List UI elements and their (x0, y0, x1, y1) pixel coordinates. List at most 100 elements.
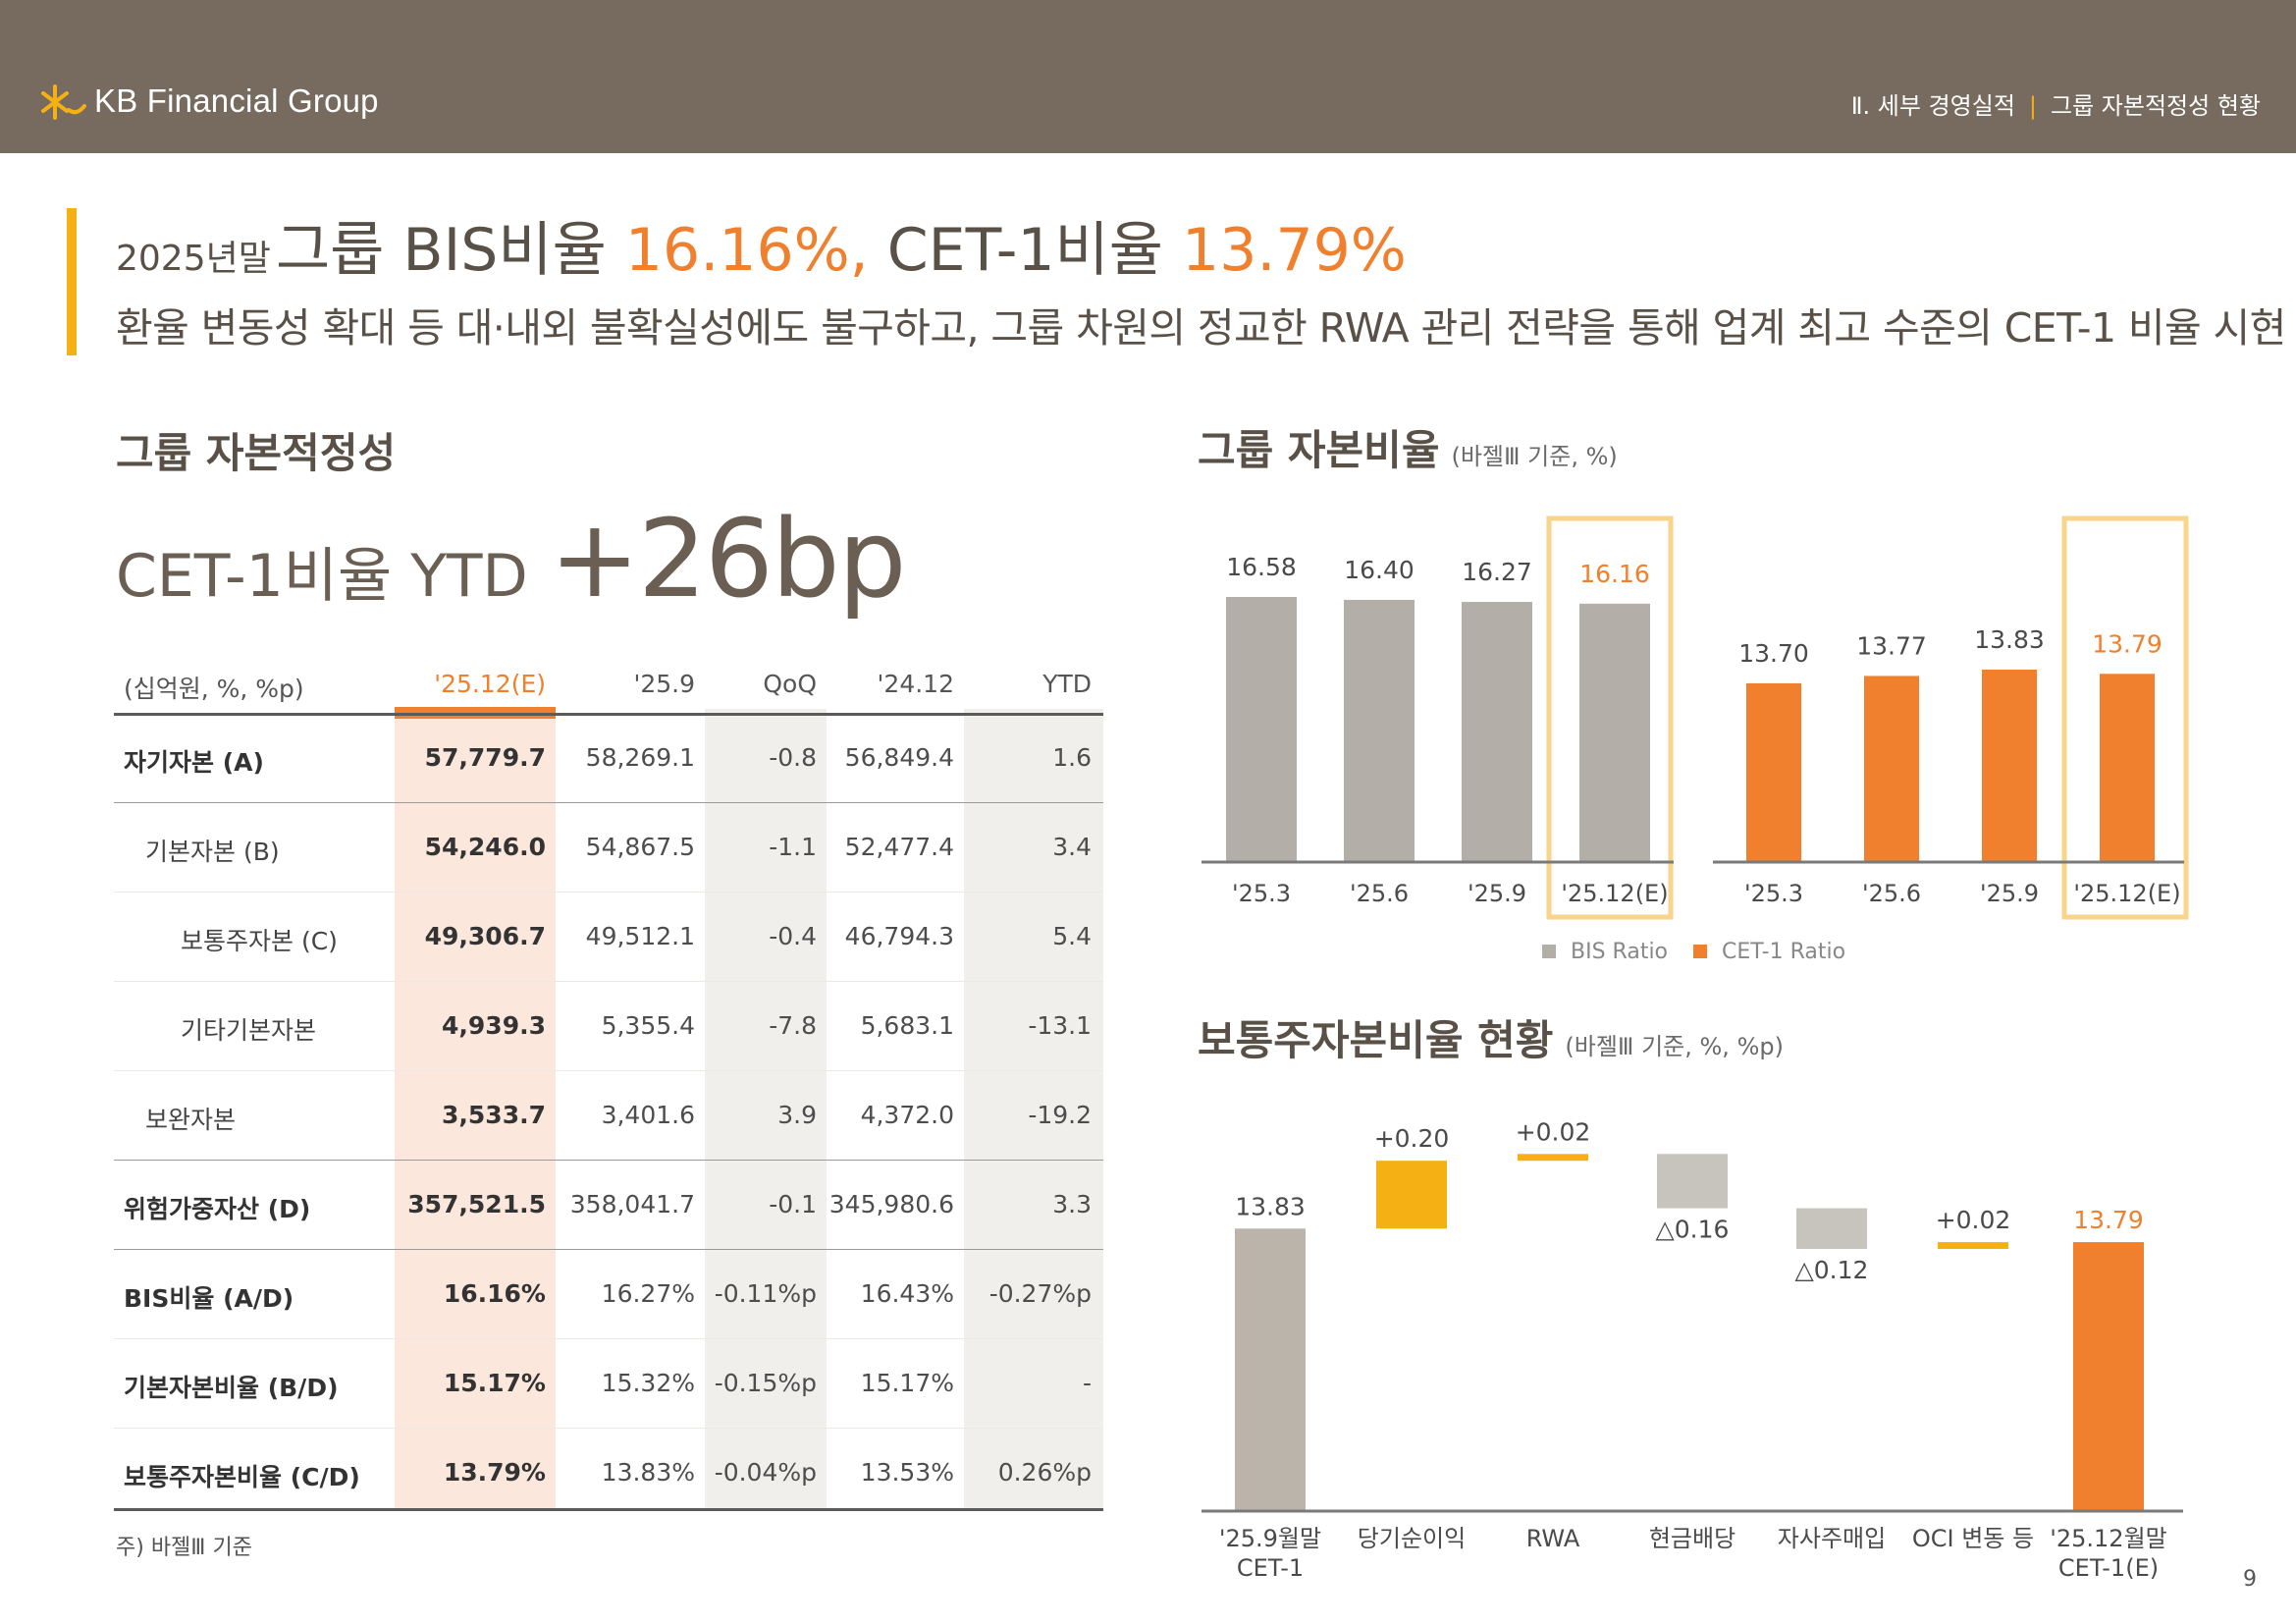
table-cell: 13.53% (860, 1457, 954, 1487)
table-cell: 0.26%p (997, 1457, 1092, 1487)
x-tick-label: '25.3 (1744, 880, 1803, 907)
table-cell: 5,683.1 (860, 1010, 954, 1040)
title-prefix: 2025년말 (116, 239, 271, 279)
table-cell: 345,980.6 (828, 1189, 954, 1218)
table-unit: (십억원, %, %p) (124, 675, 304, 703)
waterfall-value-label: △0.12 (1795, 1256, 1869, 1284)
top-bar (0, 0, 2296, 153)
row-label: 보통주자본 (C) (181, 926, 338, 955)
table-header-cell: '25.12(E) (434, 670, 546, 698)
title-part1: 그룹 BIS비율 (275, 216, 625, 285)
legend-cet1-swatch (1693, 945, 1707, 958)
table-cell: 357,521.5 (407, 1189, 546, 1218)
legend-cet1-label: CET-1 Ratio (1722, 940, 1845, 964)
waterfall-category-label: CET-1(E) (2058, 1554, 2159, 1582)
headline-accent-bar (67, 208, 77, 355)
waterfall-category-label: CET-1 (1237, 1554, 1304, 1582)
table-cell: -0.04%p (714, 1457, 817, 1487)
row-label: 기타기본자본 (181, 1015, 317, 1045)
row-divider (114, 981, 1103, 982)
table-cell: -0.11%p (714, 1278, 817, 1308)
table-cell: 54,246.0 (424, 832, 546, 861)
x-tick-label: '25.3 (1232, 880, 1291, 907)
waterfall-bar (1938, 1242, 2008, 1249)
bis-bar (1462, 602, 1532, 862)
table-cell: 49,512.1 (585, 921, 695, 950)
bis-bar (1344, 599, 1415, 862)
title-bis-value: 16.16%, (624, 216, 869, 285)
table-cell: 16.27% (601, 1278, 695, 1308)
bis-bar (1579, 603, 1650, 862)
table-cell: -0.15%p (714, 1368, 817, 1397)
waterfall-bar (2073, 1242, 2144, 1510)
bis-value-label: 16.16 (1579, 560, 1650, 588)
x-tick-label: '25.6 (1862, 880, 1921, 907)
table-cell: 16.16% (443, 1278, 546, 1308)
current-column-highlight (395, 709, 556, 1509)
row-label: 보통주자본비율 (C/D) (124, 1462, 360, 1491)
legend-bis-label: BIS Ratio (1571, 940, 1668, 964)
table-cell: 15.17% (860, 1368, 954, 1397)
waterfall-category-label: '25.12월말 (2050, 1525, 2166, 1552)
bis-value-label: 16.40 (1344, 556, 1415, 584)
cet1-value-label: 13.79 (2092, 629, 2163, 658)
table-header-rule (114, 713, 1103, 716)
x-tick-label: '25.9 (1980, 880, 2039, 907)
x-tick-label: '25.6 (1350, 880, 1409, 907)
waterfall-category-label: 자사주매입 (1778, 1525, 1886, 1552)
waterfall-category-label: OCI 변동 등 (1912, 1525, 2034, 1552)
cet1-ytd-callout: CET-1비율 YTD +26bp (116, 496, 907, 622)
table-cell: 3,533.7 (442, 1100, 546, 1129)
table-cell: 13.83% (601, 1457, 695, 1487)
waterfall-value-label: △0.16 (1656, 1216, 1730, 1244)
cet1-ytd-value: +26bp (549, 496, 907, 622)
cet1-value-label: 13.70 (1738, 639, 1809, 668)
page-subtitle: 환율 변동성 확대 등 대·내외 불확실성에도 불구하고, 그룹 차원의 정교한… (116, 304, 2286, 352)
cet1-ytd-label: CET-1비율 YTD (116, 542, 528, 611)
table-cell: 3,401.6 (601, 1100, 695, 1129)
table-cell: 16.43% (860, 1278, 954, 1308)
row-divider (114, 1338, 1103, 1339)
waterfall-bar (1376, 1161, 1447, 1229)
table-cell: 15.32% (601, 1368, 695, 1397)
row-divider (114, 802, 1103, 803)
cet1-value-label: 13.77 (1856, 631, 1927, 660)
table-cell: 5.4 (1052, 921, 1092, 950)
bis-bar (1226, 597, 1297, 862)
legend-bis-swatch (1542, 945, 1556, 958)
row-label: 기본자본 (B) (145, 837, 280, 866)
qoq-column-shade (705, 709, 827, 1509)
table-cell: 56,849.4 (844, 742, 954, 772)
row-label: 위험가중자산 (D) (124, 1194, 311, 1223)
ytd-column-shade (964, 709, 1103, 1509)
kb-star-logo-icon (41, 84, 86, 120)
row-label: 기본자본비율 (B/D) (124, 1373, 339, 1402)
page-number: 9 (2243, 1567, 2257, 1592)
table-header-cell: YTD (1042, 670, 1092, 698)
waterfall-value-label: +0.20 (1374, 1124, 1450, 1153)
waterfall-title-text: 보통주자본비율 현황 (1198, 1016, 1554, 1064)
waterfall-category-label: 당기순이익 (1358, 1525, 1466, 1552)
title-cet-value: 13.79% (1182, 216, 1407, 285)
cet1-value-label: 13.83 (1974, 625, 2045, 654)
table-cell: 5,355.4 (601, 1010, 695, 1040)
capital-adequacy-title: 그룹 자본적정성 (116, 429, 397, 477)
brand-name: KB Financial Group (94, 82, 379, 119)
table-cell: -0.8 (769, 742, 817, 772)
chart-note: (바젤Ⅲ 기준, %) (1451, 443, 1618, 470)
table-cell: 358,041.7 (569, 1189, 695, 1218)
table-cell: -0.4 (769, 921, 817, 950)
capital-ratio-chart-title: 그룹 자본비율 (바젤Ⅲ 기준, %) (1198, 417, 1618, 477)
table-cell: -13.1 (1028, 1010, 1092, 1040)
row-divider (114, 1160, 1103, 1161)
cet1-bar (1864, 676, 1919, 862)
table-cell: 15.17% (443, 1368, 546, 1397)
bis-value-label: 16.27 (1462, 558, 1532, 586)
waterfall-note: (바젤Ⅲ 기준, %, %p) (1565, 1033, 1784, 1060)
waterfall-value-label: 13.79 (2073, 1206, 2144, 1234)
cet1-bar (2100, 674, 2155, 862)
footnote: 주) 바젤Ⅲ 기준 (116, 1536, 252, 1560)
highlight-frame (2061, 515, 2189, 920)
row-divider (114, 1249, 1103, 1250)
